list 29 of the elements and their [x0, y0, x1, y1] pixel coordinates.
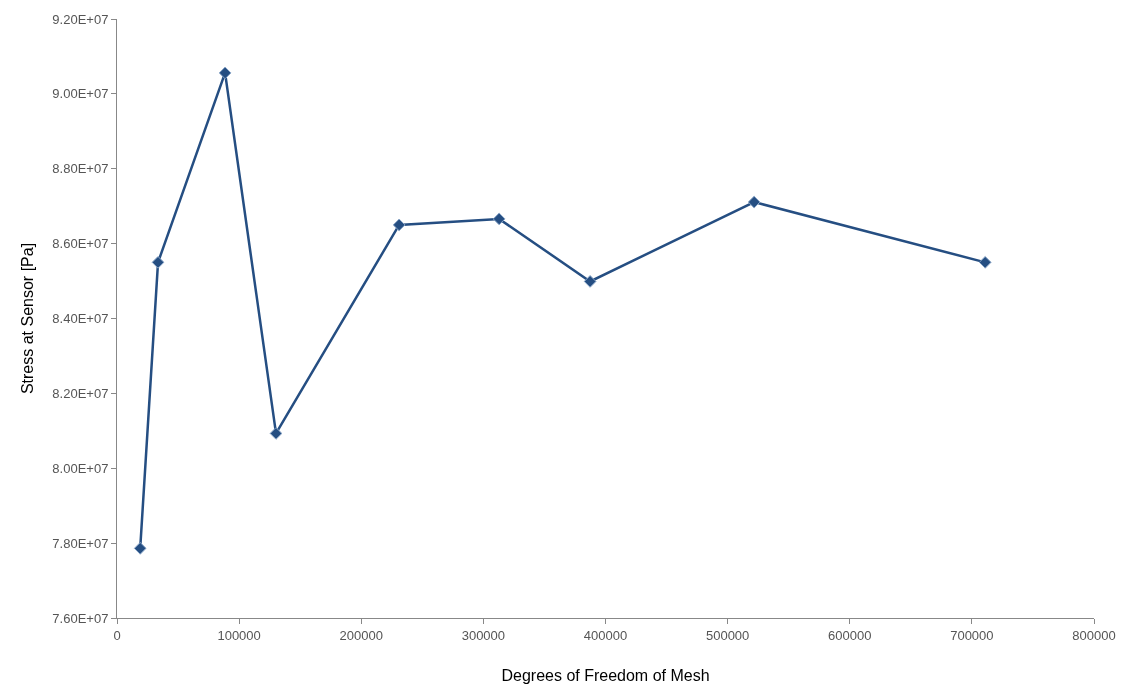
- point: [583, 275, 597, 288]
- x-tick-label: 500000: [705, 627, 750, 643]
- point: [978, 255, 992, 269]
- point: [269, 427, 283, 440]
- y-tick-label: 7.60E+07: [52, 610, 109, 626]
- point: [492, 212, 506, 226]
- y-tick-label: 9.20E+07: [52, 11, 109, 27]
- y-tick-label: 9.00E+07: [52, 86, 109, 102]
- y-axis-title: Stress at Sensor [Pa]: [19, 242, 37, 395]
- y-tick-label: 8.60E+07: [52, 236, 109, 252]
- point: [747, 195, 761, 209]
- x-tick-label: 700000: [950, 627, 994, 643]
- y-tick-label: 8.40E+07: [52, 311, 109, 327]
- point: [392, 218, 406, 232]
- x-tick-label: 400000: [583, 627, 628, 643]
- point: [218, 66, 232, 80]
- y-tick-label: 8.20E+07: [52, 385, 109, 401]
- y-tick-label: 7.80E+07: [52, 535, 109, 551]
- x-tick-label: 100000: [217, 627, 261, 643]
- x-tick-label: 800000: [1072, 627, 1116, 643]
- x-tick-label: 0: [113, 627, 121, 643]
- x-tick-label: 600000: [828, 627, 872, 643]
- y-tick-label: 8.00E+07: [52, 460, 109, 476]
- point: [133, 542, 147, 555]
- point: [151, 255, 165, 269]
- x-tick-label: 300000: [461, 627, 506, 643]
- x-tick-label: 200000: [339, 627, 383, 643]
- x-axis-title: Degrees of Freedom of Mesh: [501, 667, 710, 685]
- y-tick-label: 8.80E+07: [52, 161, 109, 177]
